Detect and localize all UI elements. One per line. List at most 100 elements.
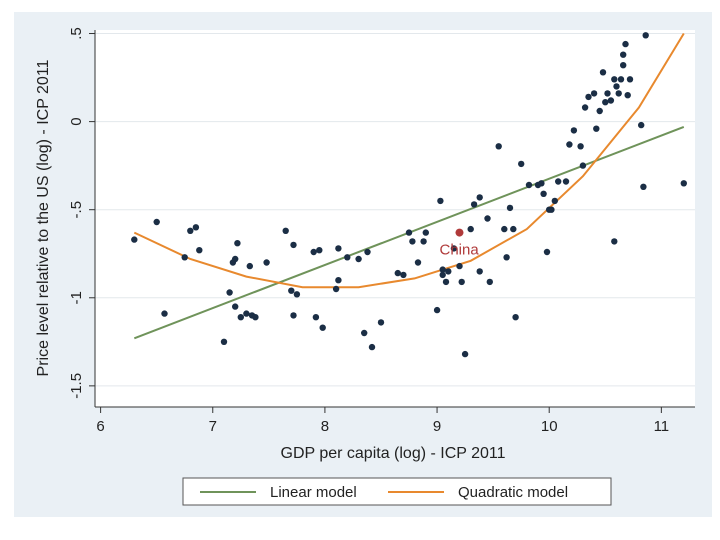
scatter-point bbox=[506, 204, 514, 212]
scatter-point bbox=[555, 178, 562, 185]
scatter-point bbox=[602, 99, 609, 106]
scatter-point bbox=[540, 190, 547, 197]
scatter-point bbox=[615, 90, 622, 97]
scatter-point bbox=[319, 324, 326, 331]
scatter-point bbox=[400, 271, 407, 279]
scatter-point bbox=[234, 240, 241, 247]
scatter-point bbox=[282, 227, 289, 234]
y-axis-title: Price level relative to the US (log) - I… bbox=[35, 59, 52, 376]
scatter-point bbox=[577, 143, 584, 150]
legend: Linear model Quadratic model bbox=[182, 477, 612, 506]
scatter-point bbox=[293, 291, 301, 298]
y-tick-label: .5 bbox=[68, 27, 85, 40]
scatter-point bbox=[377, 319, 385, 326]
scatter-point bbox=[461, 350, 469, 358]
scatter-point bbox=[486, 278, 493, 286]
legend-item-linear-label: Linear model bbox=[270, 484, 357, 501]
scatter-point bbox=[394, 269, 401, 277]
scatter-point bbox=[596, 107, 603, 115]
scatter-point bbox=[364, 248, 371, 256]
y-tick-label: -1 bbox=[68, 291, 85, 304]
y-tick-label: 0 bbox=[68, 117, 85, 125]
scatter-point bbox=[607, 97, 615, 104]
scatter-point bbox=[316, 247, 323, 254]
axes: .5 0 -.5 -1 -1.5 6 7 8 9 10 11 bbox=[68, 27, 695, 435]
china-point bbox=[455, 228, 464, 237]
scatter-point bbox=[638, 121, 645, 129]
scatter-point bbox=[585, 93, 592, 101]
scatter-point bbox=[192, 224, 200, 231]
scatter-point bbox=[518, 160, 525, 168]
scatter-point bbox=[604, 90, 611, 97]
scatter-point bbox=[590, 90, 598, 97]
scatter-point bbox=[620, 61, 627, 69]
scatter-point bbox=[161, 310, 168, 317]
scatter-point bbox=[344, 254, 351, 261]
scatter-point bbox=[579, 162, 587, 169]
plot-area bbox=[95, 30, 695, 407]
scatter-point bbox=[613, 83, 620, 90]
x-tick-label: 10 bbox=[541, 418, 558, 435]
x-tick-label: 8 bbox=[321, 418, 329, 435]
scatter-point bbox=[226, 289, 233, 296]
scatter-point bbox=[525, 181, 533, 189]
scatter-point bbox=[562, 178, 570, 185]
scatter-point bbox=[581, 104, 589, 111]
scatter-point bbox=[355, 255, 362, 263]
scatter-point bbox=[543, 248, 551, 256]
scatter-point bbox=[290, 241, 297, 249]
scatter-point bbox=[611, 76, 618, 83]
scatter-point bbox=[458, 278, 465, 286]
scatter-point bbox=[617, 76, 625, 83]
scatter-point bbox=[368, 343, 376, 351]
scatter-point bbox=[439, 271, 446, 279]
scatter-point bbox=[243, 310, 250, 317]
scatter-point bbox=[611, 238, 618, 245]
scatter-point bbox=[252, 314, 259, 321]
scatter-point bbox=[237, 314, 244, 321]
scatter-point bbox=[288, 287, 295, 294]
scatter-point bbox=[510, 225, 517, 233]
scatter-point bbox=[420, 238, 427, 245]
scatter-point bbox=[409, 238, 416, 245]
scatter-point bbox=[153, 218, 160, 226]
scatter-point bbox=[450, 245, 458, 252]
x-tick-label: 6 bbox=[96, 418, 104, 435]
scatter-point bbox=[181, 254, 188, 261]
scatter-point bbox=[470, 201, 478, 208]
scatter-point bbox=[220, 338, 228, 345]
x-axis-title: GDP per capita (log) - ICP 2011 bbox=[281, 445, 506, 462]
scatter-point bbox=[680, 180, 687, 187]
y-tick-label: -1.5 bbox=[68, 373, 85, 399]
scatter-points bbox=[131, 32, 687, 358]
scatter-point bbox=[437, 197, 444, 205]
scatter-point bbox=[335, 277, 342, 284]
scatter-point bbox=[196, 247, 203, 254]
scatter-point bbox=[512, 314, 519, 321]
scatter-point bbox=[476, 268, 483, 275]
scatter-point bbox=[599, 69, 607, 76]
scatter-point bbox=[405, 229, 413, 236]
x-tick-label: 11 bbox=[654, 418, 670, 435]
scatter-point bbox=[551, 197, 558, 205]
scatter-point bbox=[467, 225, 474, 233]
scatter-point bbox=[624, 92, 631, 99]
scatter-point bbox=[414, 259, 422, 266]
scatter-point bbox=[495, 143, 502, 150]
scatter-point bbox=[484, 215, 491, 222]
scatter-point bbox=[593, 125, 600, 132]
quadratic-model-curve bbox=[133, 32, 685, 289]
scatter-point bbox=[501, 225, 508, 233]
china-label: China bbox=[439, 242, 479, 259]
scatter-point bbox=[246, 262, 253, 270]
scatter-point bbox=[566, 141, 573, 148]
scatter-point bbox=[626, 76, 634, 83]
scatter-point bbox=[620, 51, 627, 58]
scatter-point bbox=[548, 206, 555, 213]
scatter-point bbox=[232, 303, 239, 310]
scatter-point bbox=[290, 312, 297, 319]
scatter-point bbox=[263, 259, 270, 266]
x-tick-label: 7 bbox=[209, 418, 217, 435]
